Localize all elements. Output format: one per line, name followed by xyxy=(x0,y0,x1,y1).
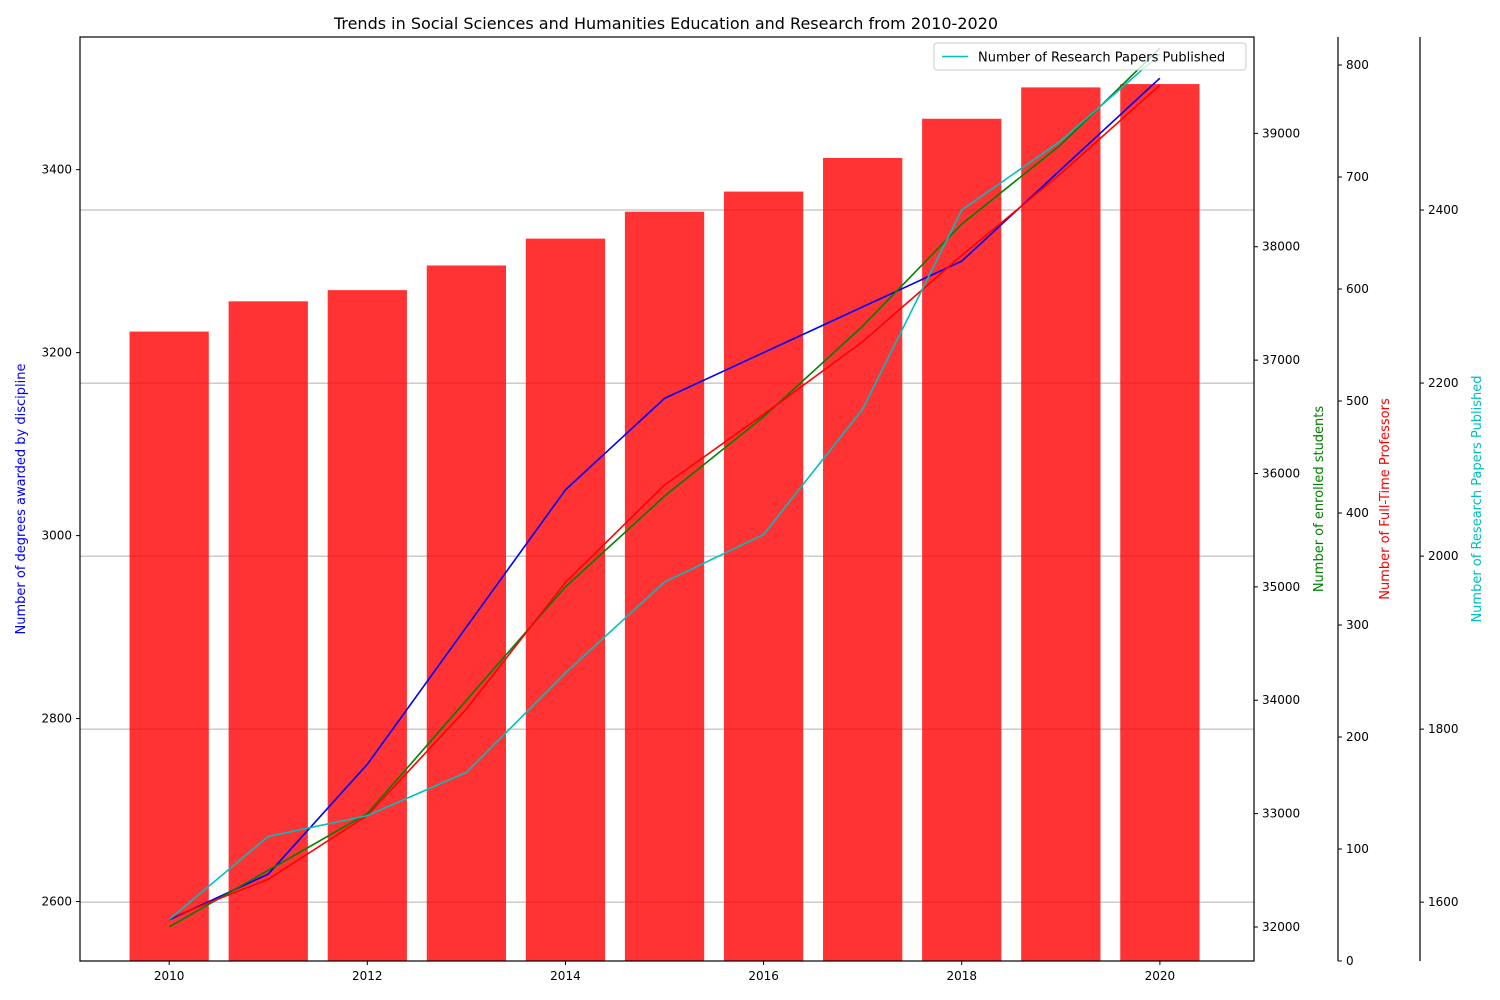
students-tick-label: 39000 xyxy=(1262,126,1300,140)
line-series-group xyxy=(168,47,1161,928)
bar-professors xyxy=(129,331,209,961)
professors-tick-label: 0 xyxy=(1346,954,1354,968)
bar-professors xyxy=(525,238,606,962)
professors-tick-label: 200 xyxy=(1346,730,1369,744)
bar-professors xyxy=(327,290,407,961)
degrees-tick-label: 3200 xyxy=(41,346,72,360)
plot-frame xyxy=(79,36,1255,962)
students-tick-label: 37000 xyxy=(1262,353,1300,367)
x-tick-label: 2020 xyxy=(1145,969,1176,983)
bar-professors xyxy=(1021,87,1101,961)
degrees-tick-label: 3400 xyxy=(41,163,72,177)
students-axis: 32000 33000 34000 35000 36000 37000 38000 39000… xyxy=(1254,126,1327,934)
professors-tick-label: 600 xyxy=(1346,282,1369,296)
degrees-axis-label: Number of degrees awarded by discipline xyxy=(14,364,29,635)
students-tick-label: 34000 xyxy=(1262,693,1300,707)
students-tick-label: 32000 xyxy=(1262,920,1300,934)
legend-box xyxy=(933,42,1247,71)
x-tick-label: 2010 xyxy=(154,969,185,983)
students-tick-label: 35000 xyxy=(1262,580,1300,594)
bar-professors xyxy=(426,265,507,962)
professors-tick-label: 300 xyxy=(1346,618,1369,632)
professors-tick-label: 700 xyxy=(1346,170,1369,184)
x-tick-label: 2014 xyxy=(550,969,581,983)
degrees-tick-label: 3000 xyxy=(41,529,72,543)
bar-professors xyxy=(624,211,705,962)
legend-label: Number of Research Papers Published xyxy=(978,51,1225,66)
series-line-students xyxy=(168,47,1161,928)
x-tick-label: 2018 xyxy=(946,969,977,983)
students-axis-label: Number of enrolled students xyxy=(1312,406,1327,593)
professors-axis: 0 100 200 300 400 500 600 700 800 Number of Full-… xyxy=(1337,37,1393,968)
students-tick-label: 38000 xyxy=(1262,240,1300,254)
papers-tick-label: 2200 xyxy=(1428,376,1459,390)
bar-professors xyxy=(922,118,1002,961)
papers-tick-label: 2000 xyxy=(1428,549,1459,563)
series-line-degrees xyxy=(168,77,1161,921)
papers-axis: 1600 1800 2000 2200 2400 Number of Research P… xyxy=(1419,37,1485,961)
papers-tick-label: 1600 xyxy=(1428,895,1459,909)
papers-tick-label: 2400 xyxy=(1428,203,1459,217)
bar-professors xyxy=(1120,84,1200,962)
x-tick-label: 2012 xyxy=(352,969,383,983)
legend: Number of Research Papers Published xyxy=(933,42,1247,71)
degrees-tick-label: 2800 xyxy=(41,712,72,726)
papers-tick-label: 1800 xyxy=(1428,722,1459,736)
x-tick-label: 2016 xyxy=(748,969,779,983)
students-tick-label: 33000 xyxy=(1262,807,1300,821)
papers-axis-label: Number of Research Papers Published xyxy=(1470,375,1485,622)
bar-series-professors xyxy=(129,84,1200,962)
professors-tick-label: 500 xyxy=(1346,394,1369,408)
professors-axis-label: Number of Full-Time Professors xyxy=(1378,398,1393,600)
series-line-papers xyxy=(168,53,1161,921)
professors-tick-label: 400 xyxy=(1346,506,1369,520)
degrees-axis: 2600 2800 3000 3200 3400 Number of degrees aw… xyxy=(14,163,80,909)
degrees-tick-label: 2600 xyxy=(41,895,72,909)
professors-tick-label: 100 xyxy=(1346,842,1369,856)
professors-tick-label: 800 xyxy=(1346,58,1369,72)
series-line-professors xyxy=(168,84,1161,920)
students-tick-label: 36000 xyxy=(1262,466,1300,480)
x-axis: 2010 2012 2014 2016 2018 2020 xyxy=(154,961,1175,983)
bar-professors xyxy=(823,157,903,961)
bar-professors xyxy=(228,301,308,961)
bar-professors xyxy=(723,191,804,961)
chart-title: Trends in Social Sciences and Humanities… xyxy=(333,14,998,33)
